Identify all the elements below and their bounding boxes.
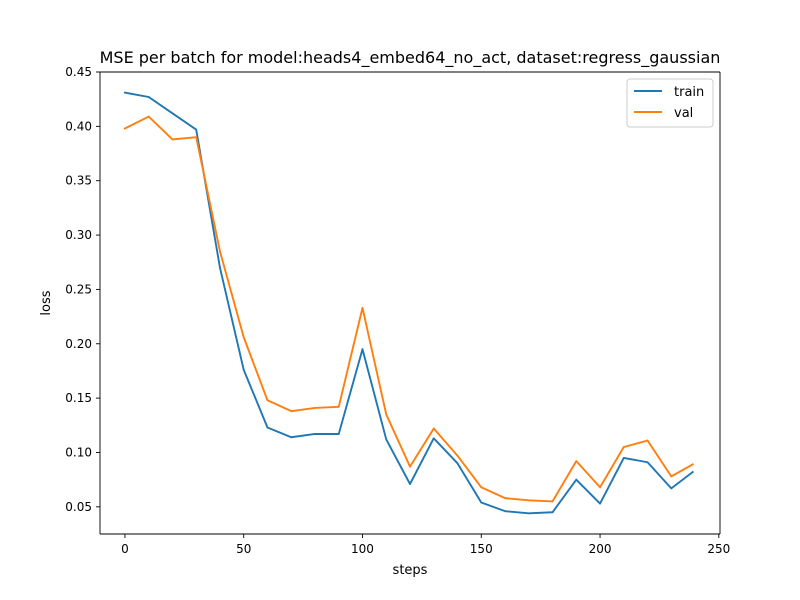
data-point-val <box>575 460 578 463</box>
y-axis-ticks: 0.05 0.10 0.15 0.20 0.25 0.30 0.35 0.40 0.45 <box>65 65 100 514</box>
y-tick-label: 0.15 <box>65 391 92 405</box>
data-point-train <box>599 502 601 505</box>
data-point-train <box>432 437 435 440</box>
data-point-train <box>361 348 364 351</box>
data-point-train <box>242 368 245 371</box>
plot-area <box>100 72 720 534</box>
data-point-val <box>622 446 625 448</box>
data-point-train <box>314 433 316 435</box>
x-tick-label: 250 <box>707 542 730 556</box>
x-axis-ticks: 0 50 100 150 200 250 <box>121 534 730 556</box>
data-point-val <box>171 138 174 141</box>
y-tick-label: 0.05 <box>65 500 92 514</box>
data-point-train <box>171 112 174 115</box>
data-point-val <box>266 399 269 402</box>
data-point-train <box>147 96 150 98</box>
data-point-val <box>124 127 126 130</box>
data-point-val <box>242 336 245 339</box>
data-point-train <box>670 487 673 490</box>
y-axis-label: loss <box>39 290 54 315</box>
data-point-train <box>409 483 411 485</box>
data-point-train <box>290 436 293 439</box>
data-point-val <box>599 486 601 489</box>
data-point-val <box>195 136 198 139</box>
x-tick-label: 0 <box>121 542 129 556</box>
data-point-val <box>480 486 483 489</box>
data-point-train <box>551 511 554 514</box>
data-point-train <box>385 438 388 441</box>
data-point-val <box>337 405 340 408</box>
x-tick-label: 50 <box>236 542 251 556</box>
data-point-val <box>646 439 649 442</box>
data-point-val <box>670 475 673 478</box>
data-point-train <box>504 510 506 513</box>
data-point-val <box>409 465 411 468</box>
data-point-train <box>337 433 340 435</box>
data-point-train <box>646 461 649 464</box>
data-point-val <box>314 407 316 409</box>
y-tick-label: 0.10 <box>65 445 92 459</box>
data-point-train <box>575 478 578 481</box>
data-point-val <box>691 463 694 466</box>
x-tick-label: 150 <box>470 542 493 556</box>
data-point-val <box>551 500 554 503</box>
data-point-train <box>622 457 625 459</box>
y-tick-label: 0.40 <box>65 119 92 133</box>
y-tick-label: 0.45 <box>65 65 92 79</box>
legend-label-val: val <box>674 106 693 121</box>
chart-title: MSE per batch for model:heads4_embed64_n… <box>100 48 721 68</box>
data-point-train <box>219 266 221 269</box>
data-point-train <box>195 128 198 131</box>
y-tick-label: 0.20 <box>65 337 92 351</box>
legend-label-train: train <box>674 85 704 100</box>
data-point-val <box>432 427 435 430</box>
y-tick-label: 0.30 <box>65 228 92 242</box>
x-tick-label: 100 <box>351 542 374 556</box>
data-point-train <box>266 426 269 429</box>
y-tick-label: 0.25 <box>65 282 92 296</box>
data-point-val <box>219 250 221 253</box>
data-point-train <box>124 91 126 94</box>
data-point-val <box>504 497 506 500</box>
data-point-train <box>456 462 459 465</box>
data-point-val <box>527 499 530 502</box>
legend: train val <box>626 78 714 128</box>
data-point-val <box>147 115 150 118</box>
data-point-train <box>691 471 694 473</box>
data-point-val <box>385 413 388 416</box>
x-tick-label: 200 <box>589 542 612 556</box>
x-axis-label: steps <box>393 563 428 578</box>
data-point-val <box>290 410 293 413</box>
data-point-train <box>480 501 483 504</box>
series-layer <box>123 91 695 515</box>
axes-frame <box>99 71 721 535</box>
data-point-train <box>527 512 530 515</box>
y-tick-label: 0.35 <box>65 174 92 188</box>
data-point-val <box>456 454 459 457</box>
data-point-val <box>361 306 364 309</box>
